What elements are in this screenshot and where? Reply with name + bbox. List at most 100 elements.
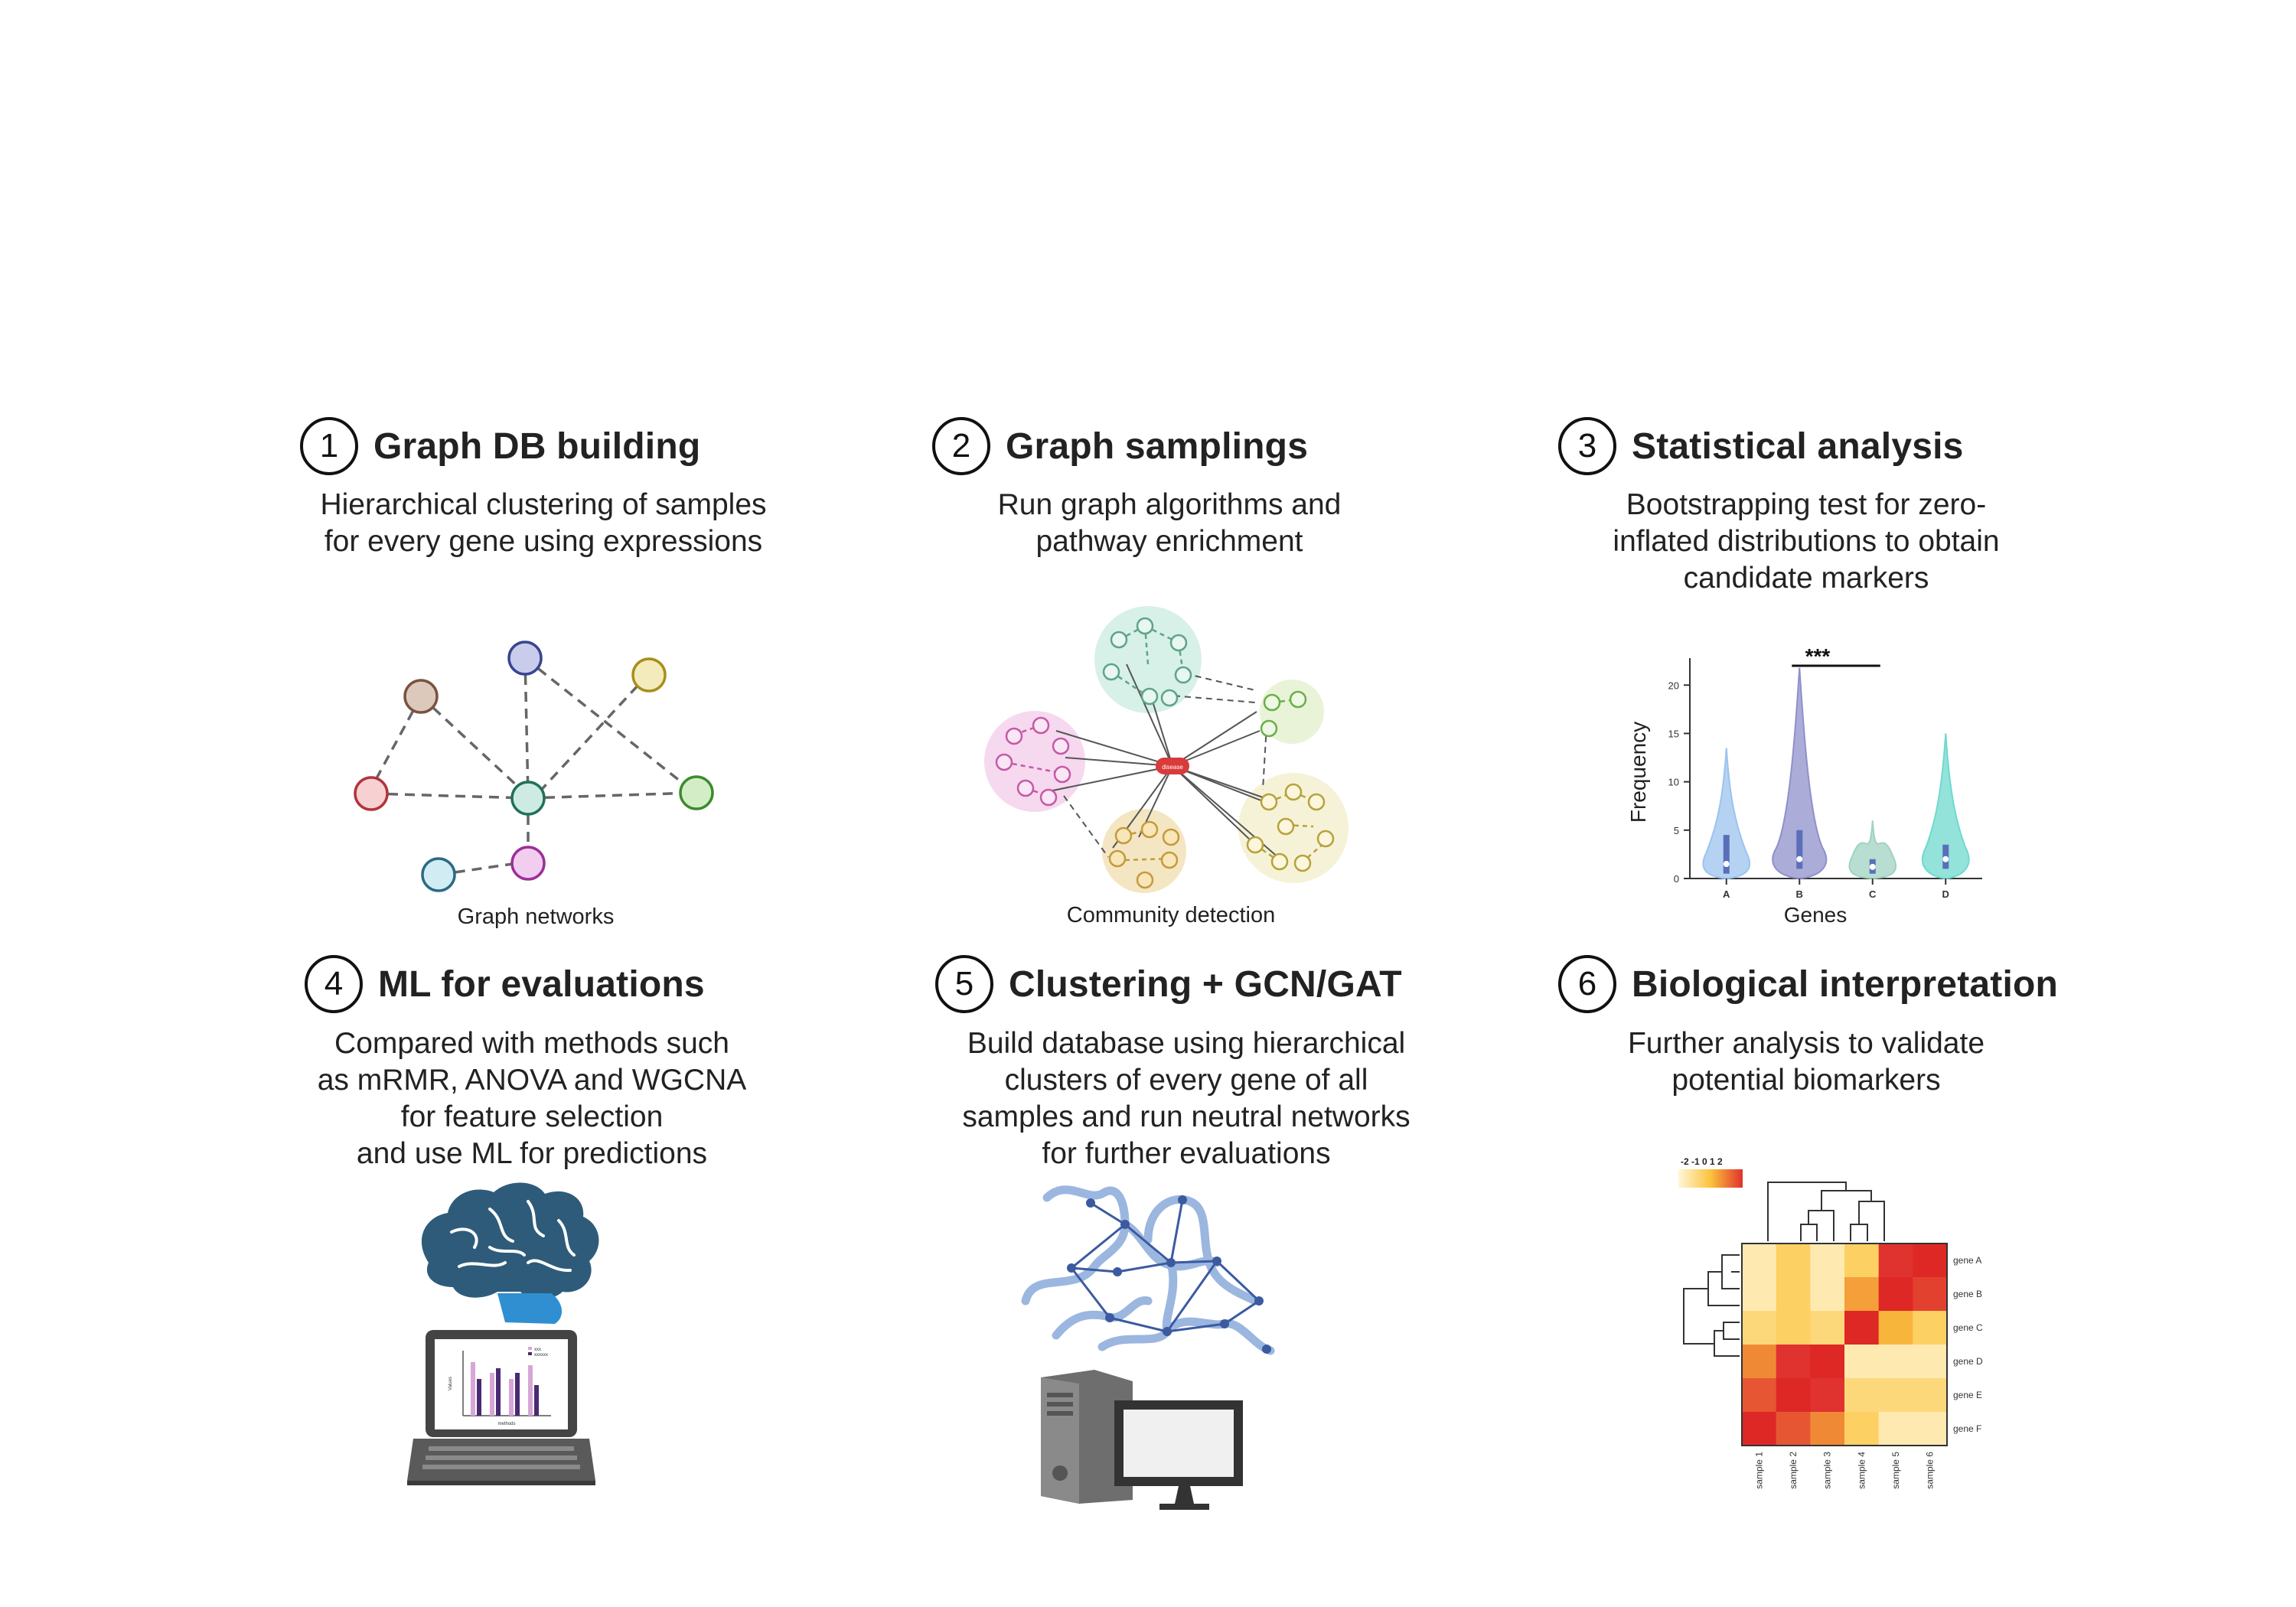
heatmap-cell xyxy=(1913,1311,1948,1345)
heatmap-cell xyxy=(1742,1345,1777,1379)
graph-networks-caption: Graph networks xyxy=(457,905,615,929)
heatmap-cell xyxy=(1810,1378,1845,1413)
step-2-description: Run graph algorithms and pathway enrichm… xyxy=(997,488,1342,558)
heatmap-cell xyxy=(1878,1345,1913,1379)
significance-marker: *** xyxy=(1805,644,1831,668)
step-2-header: 2 Graph samplings xyxy=(932,417,1308,475)
heatmap-cell xyxy=(1844,1311,1880,1345)
row-dendrogram xyxy=(1683,1254,1740,1357)
heatmap-row-label: gene A xyxy=(1953,1255,1981,1266)
heatmap-cell xyxy=(1878,1277,1913,1312)
heatmap-cell xyxy=(1776,1412,1811,1446)
step-5-description: Build database using hierarchical cluste… xyxy=(962,1027,1411,1170)
color-scale-label: -2 -1 0 1 2 xyxy=(1681,1156,1723,1167)
heatmap-row-label: gene E xyxy=(1953,1390,1982,1400)
step-3-header: 3 Statistical analysis xyxy=(1558,417,1964,475)
step-title: Graph DB building xyxy=(373,425,701,467)
heatmap-cell xyxy=(1844,1378,1880,1413)
laptop-legend-2: xxxxxx xyxy=(534,1353,548,1358)
step-1-description: Hierarchical clustering of samples for e… xyxy=(320,488,767,558)
step-number-badge: 5 xyxy=(935,955,993,1013)
heatmap-cell xyxy=(1810,1412,1845,1446)
heatmap-col-label: sample 6 xyxy=(1925,1452,1936,1489)
heatmap-cell xyxy=(1844,1412,1880,1446)
heatmap-cell xyxy=(1776,1345,1811,1379)
laptop-bar xyxy=(509,1379,514,1416)
laptop-bar xyxy=(477,1379,481,1416)
laptop-bar xyxy=(534,1385,539,1416)
heatmap-row-label: gene F xyxy=(1953,1423,1981,1434)
heatmap-col-label: sample 2 xyxy=(1788,1452,1799,1489)
heatmap-cell xyxy=(1913,1378,1948,1413)
heatmap-cell xyxy=(1810,1244,1845,1278)
step-6-header: 6 Biological interpretation xyxy=(1558,955,2058,1013)
violin-y-axis-label: Frequency xyxy=(1626,722,1650,823)
x-tick-label: C xyxy=(1869,888,1877,900)
violin-x-axis-label: Genes xyxy=(1784,903,1848,927)
heatmap-cell xyxy=(1878,1412,1913,1446)
heatmap-row-label: gene D xyxy=(1953,1356,1983,1367)
neural-network-icon xyxy=(1021,1185,1275,1355)
step-5-header: 5 Clustering + GCN/GAT xyxy=(935,955,1402,1013)
heatmap-cell xyxy=(1776,1378,1811,1413)
heatmap-cell xyxy=(1913,1345,1948,1379)
heatmap-cell xyxy=(1776,1277,1811,1312)
heatmap-col-label: sample 5 xyxy=(1890,1452,1901,1489)
heatmap-cell xyxy=(1742,1412,1777,1446)
heatmap-cell xyxy=(1878,1378,1913,1413)
laptop-bar xyxy=(515,1373,520,1416)
laptop-bar-chart: xxx xxxxxx methods Values xyxy=(448,1347,551,1426)
laptop-bar xyxy=(490,1373,494,1416)
step-title: Biological interpretation xyxy=(1632,963,2059,1005)
heatmap-cell xyxy=(1742,1378,1777,1413)
heatmap-col-label: sample 1 xyxy=(1753,1452,1764,1489)
heatmap-cell xyxy=(1844,1345,1880,1379)
violin-median-C xyxy=(1869,863,1876,870)
step-3-description: Bootstrapping test for zero- inflated di… xyxy=(1613,488,2000,595)
y-tick-label: 0 xyxy=(1674,873,1679,885)
step-title: Graph samplings xyxy=(1006,425,1309,467)
heatmap-cell xyxy=(1844,1277,1880,1312)
step-title: Clustering + GCN/GAT xyxy=(1009,963,1402,1005)
step-number-badge: 1 xyxy=(300,417,358,475)
heatmap-cell xyxy=(1878,1311,1913,1345)
step-6-description: Further analysis to validate potential b… xyxy=(1627,1027,1985,1097)
heatmap-col-label: sample 4 xyxy=(1856,1452,1867,1489)
step-1-header: 1 Graph DB building xyxy=(300,417,700,475)
laptop-bar xyxy=(528,1365,533,1416)
y-tick-label: 10 xyxy=(1668,777,1679,788)
heatmap-cell xyxy=(1913,1244,1948,1278)
color-scale-bar xyxy=(1678,1169,1743,1188)
heatmap-cell xyxy=(1742,1244,1777,1278)
violin-box-A xyxy=(1723,835,1730,874)
step-4-description: Compared with methods such as mRMR, ANOV… xyxy=(317,1027,747,1170)
y-tick-label: 20 xyxy=(1668,680,1679,691)
heatmap-cell xyxy=(1810,1277,1845,1312)
x-tick-label: B xyxy=(1796,888,1803,900)
heatmap-row-label: gene B xyxy=(1953,1289,1982,1299)
heatmap-row-label: gene C xyxy=(1953,1322,1983,1333)
step-number-badge: 2 xyxy=(932,417,990,475)
community-detection-caption: Community detection xyxy=(1066,903,1276,927)
laptop-legend-1: xxx xyxy=(534,1348,541,1352)
heatmap-cell xyxy=(1742,1277,1777,1312)
laptop-bar xyxy=(496,1368,501,1416)
x-tick-label: D xyxy=(1942,888,1949,900)
step-number-badge: 3 xyxy=(1558,417,1616,475)
step-title: Statistical analysis xyxy=(1632,425,1964,467)
y-tick-label: 15 xyxy=(1668,728,1679,739)
step-title: ML for evaluations xyxy=(378,963,705,1005)
heatmap-cell xyxy=(1878,1244,1913,1278)
desktop-computer-icon xyxy=(1041,1370,1243,1510)
x-tick-label: A xyxy=(1723,888,1730,900)
laptop-xlabel: methods xyxy=(497,1422,515,1426)
laptop-ylabel: Values xyxy=(448,1377,453,1390)
heatmap-cell xyxy=(1810,1345,1845,1379)
heatmap-col-label: sample 3 xyxy=(1822,1452,1833,1489)
